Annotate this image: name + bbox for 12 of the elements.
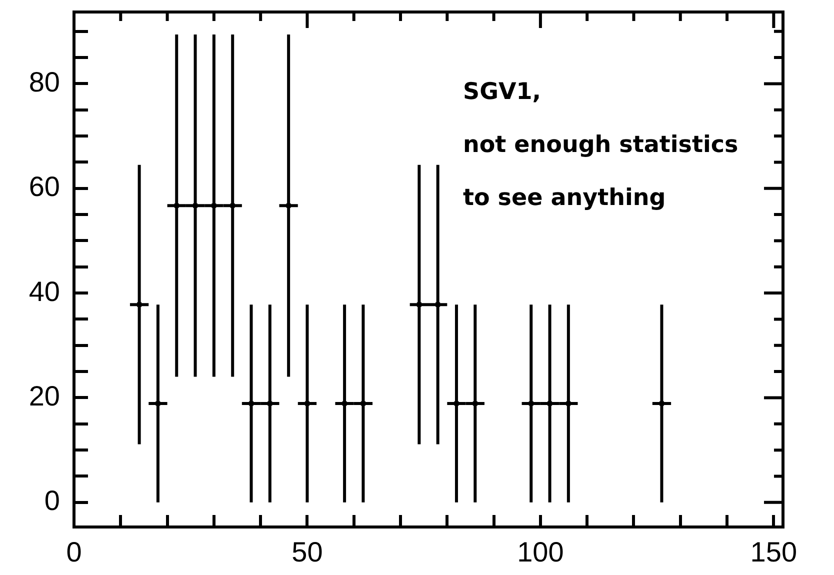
y-tick-label: 0	[44, 485, 60, 516]
x-tick-label: 100	[517, 536, 564, 568]
y-tick-label: 80	[28, 66, 60, 98]
annotation: SGV1,	[463, 78, 542, 107]
x-tick-label: 150	[750, 536, 798, 568]
y-tick-label: 20	[28, 380, 60, 412]
y-tick-label: 40	[28, 276, 60, 307]
y-tick-label: 60	[28, 171, 60, 202]
x-tick-label: 0	[66, 536, 82, 568]
annotation: not enough statistics	[463, 131, 738, 160]
annotation: to see anything	[463, 184, 667, 213]
x-tick-label: 50	[292, 536, 323, 568]
